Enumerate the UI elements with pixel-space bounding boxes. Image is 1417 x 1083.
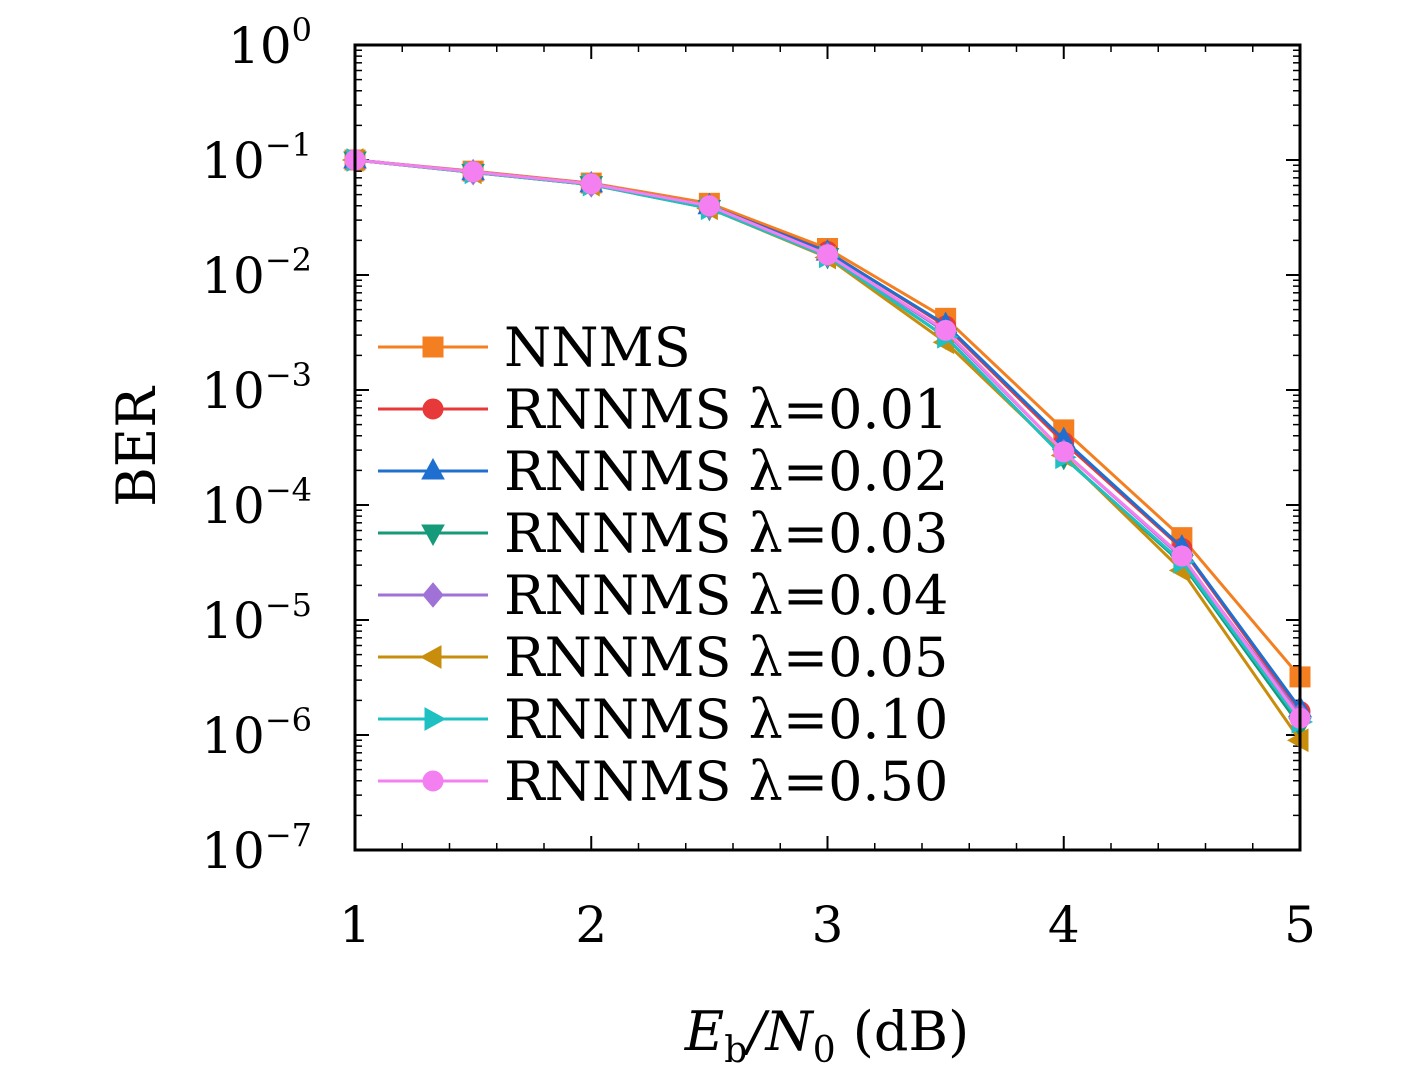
legend-marker (419, 645, 442, 669)
legend-label: RNNMS λ=0.03 (504, 502, 948, 565)
legend-item: RNNMS λ=0.50 (378, 750, 948, 813)
data-point (817, 244, 838, 266)
legend-item: NNMS (378, 316, 691, 379)
legend-label: RNNMS λ=0.02 (504, 440, 948, 503)
legend-item: RNNMS λ=0.03 (378, 502, 948, 565)
y-tick-label: 10−6 (201, 701, 312, 765)
x-tick-label: 1 (339, 896, 371, 954)
y-tick-labels: 100 10−1 10−2 10−3 10−4 10−5 10−6 10−7 (201, 11, 312, 880)
x-tick-labels: 1 2 3 4 5 (339, 896, 1316, 954)
x-axis-label: Eb/N0 (dB) (684, 1000, 969, 1071)
y-axis-label: BER (105, 386, 168, 507)
series-layer (341, 146, 1314, 753)
legend-marker (422, 770, 444, 792)
legend-item: RNNMS λ=0.04 (378, 564, 948, 627)
legend-label: RNNMS λ=0.50 (504, 750, 948, 813)
x-tick-label: 5 (1284, 896, 1316, 954)
y-tick-label: 10−2 (201, 241, 312, 305)
legend-item: RNNMS λ=0.02 (378, 440, 948, 503)
data-point (935, 319, 957, 341)
data-point (1171, 545, 1193, 567)
legend-item: RNNMS λ=0.01 (378, 378, 948, 441)
legend-item: RNNMS λ=0.05 (378, 626, 948, 689)
legend-label: RNNMS λ=0.05 (504, 626, 948, 689)
data-point (462, 161, 484, 183)
plot-frame (353, 43, 1302, 852)
data-point (698, 195, 720, 217)
y-tick-label: 10−5 (201, 586, 312, 650)
y-tick-label: 10−7 (201, 816, 312, 880)
x-tick-label: 3 (812, 896, 844, 954)
legend-label: RNNMS λ=0.04 (504, 564, 948, 627)
legend-label: RNNMS λ=0.01 (504, 378, 948, 441)
legend-label: RNNMS λ=0.10 (504, 688, 948, 751)
legend-marker (422, 398, 444, 420)
data-point (580, 173, 602, 195)
y-tick-label: 10−1 (201, 126, 312, 190)
x-tick-label: 2 (575, 896, 607, 954)
legend-label: NNMS (504, 316, 691, 379)
legend-marker (421, 524, 445, 547)
legend-marker (422, 336, 444, 358)
y-tick-label: 10−3 (201, 356, 312, 420)
legend-marker (421, 457, 445, 480)
series-7 (344, 149, 1311, 729)
legend-marker (422, 582, 444, 608)
y-tick-label: 100 (228, 11, 312, 75)
data-point (1286, 728, 1309, 753)
y-tick-label: 10−4 (201, 471, 312, 535)
x-tick-label: 4 (1048, 896, 1080, 954)
legend-marker (424, 707, 447, 731)
data-point (1053, 441, 1075, 463)
legend-item: RNNMS λ=0.10 (378, 688, 948, 751)
